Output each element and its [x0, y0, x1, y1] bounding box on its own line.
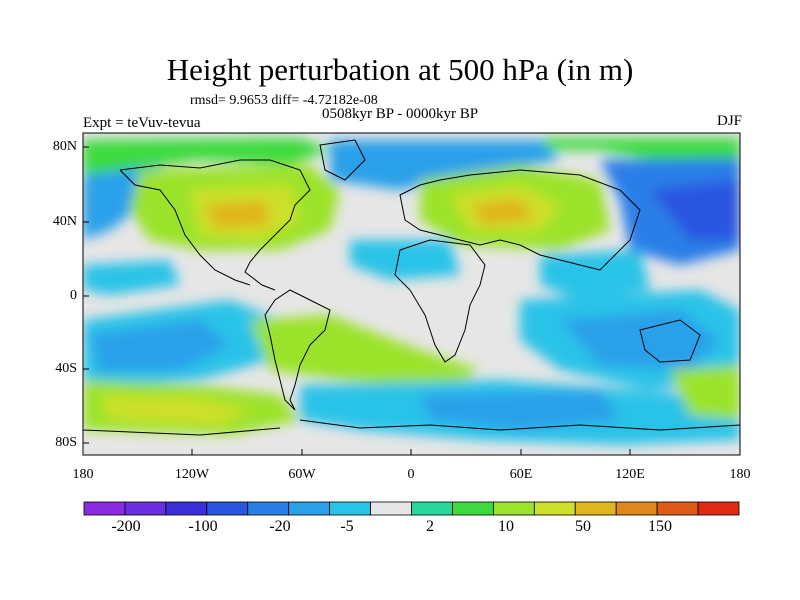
field-region — [90, 320, 230, 372]
field-region — [250, 315, 480, 390]
colorbar-swatch — [533, 501, 576, 516]
coastlines — [83, 139, 740, 436]
lat-tick-label: 40N — [52, 214, 77, 229]
colorbar-swatch — [370, 501, 412, 516]
colorbar-swatch — [574, 501, 617, 516]
coastline — [399, 169, 641, 271]
period-label: 0508kyr BP - 0000kyr BP — [322, 106, 479, 122]
colorbar-label: 50 — [575, 518, 591, 535]
colorbar-swatch — [124, 501, 167, 516]
colorbar-swatch — [165, 501, 208, 516]
field-region — [205, 200, 270, 228]
colorbar-label: -200 — [111, 518, 141, 535]
colorbar-swatch — [452, 501, 494, 516]
coastline — [264, 289, 331, 411]
colorbar-label: 10 — [498, 518, 514, 535]
coastline — [119, 159, 311, 291]
colorbar-swatch — [83, 501, 126, 516]
lat-tick-label: 80S — [55, 435, 77, 450]
lon-tick-label: 120E — [615, 467, 645, 482]
colorbar-label: 150 — [648, 518, 672, 535]
colorbar-swatch — [411, 501, 453, 516]
coastline — [639, 319, 701, 363]
field-region — [540, 138, 740, 165]
colorbar-label: -100 — [188, 518, 218, 535]
stats-line: rmsd= 9.9653 diff= -4.72182e-08 — [190, 93, 378, 108]
field-region — [670, 365, 740, 420]
colorbar-swatch — [656, 501, 699, 516]
lon-tick-label: 120W — [174, 467, 210, 482]
coastline — [119, 169, 251, 286]
colorbar-label: -20 — [269, 518, 291, 535]
field-region — [83, 260, 180, 295]
lat-tick-label: 80N — [52, 139, 77, 154]
lon-tick-label: 60W — [288, 467, 316, 482]
colorbar-swatch — [247, 501, 290, 516]
colorbar-swatch — [697, 501, 740, 516]
plot-title: Height perturbation at 500 hPa (in m) — [166, 52, 634, 87]
colorbar-swatch — [329, 501, 371, 516]
field-region — [470, 198, 535, 225]
coastline — [83, 427, 281, 436]
colorbar-swatch — [206, 501, 249, 516]
lon-tick-label: 0 — [407, 467, 415, 482]
colorbar — [83, 501, 740, 516]
colorbar-label: -5 — [340, 518, 354, 535]
field-region — [650, 180, 740, 240]
field-region — [540, 250, 650, 300]
field-region — [330, 140, 560, 190]
field-region — [83, 138, 330, 175]
coastline — [319, 139, 366, 181]
lat-tick-label: 0 — [70, 288, 77, 303]
height-perturbation-field — [83, 133, 740, 455]
field-region — [100, 395, 250, 425]
field-region — [420, 390, 620, 430]
field-region — [560, 310, 720, 370]
axis-ticks — [82, 146, 741, 455]
lat-tick-label: 40S — [55, 361, 77, 376]
colorbar-swatch — [288, 501, 331, 516]
colorbar-swatch — [492, 501, 535, 516]
lon-tick-label: 180 — [72, 467, 94, 482]
coastline — [299, 419, 740, 431]
colorbar-label: 2 — [426, 518, 434, 535]
lon-tick-label: 180 — [729, 467, 751, 482]
lon-tick-label: 60E — [509, 467, 533, 482]
season-label: DJF — [716, 113, 742, 129]
coastline — [394, 239, 486, 363]
colorbar-swatch — [615, 501, 658, 516]
experiment-label: Expt = teVuv-tevua — [83, 115, 201, 131]
field-region — [350, 240, 460, 280]
